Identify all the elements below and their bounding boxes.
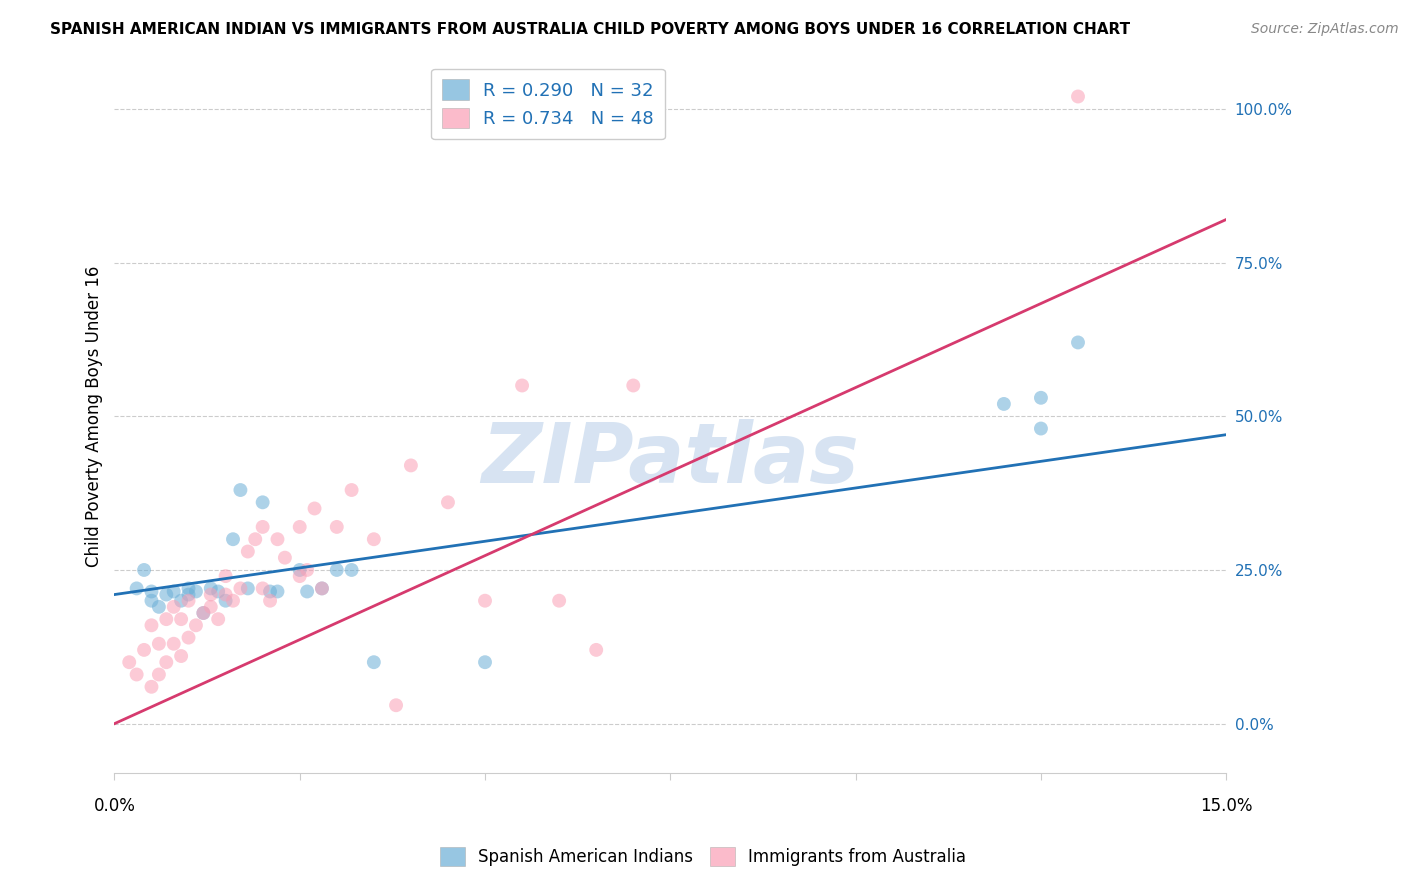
Point bbox=[1029, 391, 1052, 405]
Point bbox=[510, 378, 533, 392]
Point bbox=[245, 533, 267, 547]
Point bbox=[207, 612, 229, 626]
Point bbox=[148, 599, 170, 614]
Point bbox=[259, 584, 281, 599]
Point bbox=[155, 655, 177, 669]
Point bbox=[437, 495, 460, 509]
Point bbox=[141, 680, 163, 694]
Point bbox=[548, 593, 571, 607]
Text: Source: ZipAtlas.com: Source: ZipAtlas.com bbox=[1251, 22, 1399, 37]
Point bbox=[311, 582, 333, 596]
Point bbox=[148, 667, 170, 681]
Point bbox=[288, 563, 311, 577]
Point bbox=[125, 582, 148, 596]
Point bbox=[155, 588, 177, 602]
Point bbox=[141, 584, 163, 599]
Point bbox=[118, 655, 141, 669]
Point bbox=[474, 655, 496, 669]
Point bbox=[340, 483, 363, 497]
Point bbox=[200, 599, 222, 614]
Point bbox=[252, 582, 274, 596]
Point bbox=[170, 648, 193, 663]
Point bbox=[326, 520, 349, 534]
Point bbox=[184, 618, 207, 632]
Point bbox=[200, 582, 222, 596]
Point bbox=[170, 593, 193, 607]
Text: 15.0%: 15.0% bbox=[1199, 797, 1253, 815]
Point bbox=[621, 378, 644, 392]
Point bbox=[236, 544, 259, 558]
Text: ZIPatlas: ZIPatlas bbox=[481, 418, 859, 500]
Point bbox=[585, 643, 607, 657]
Point bbox=[184, 584, 207, 599]
Point bbox=[132, 643, 155, 657]
Point bbox=[229, 582, 252, 596]
Point bbox=[207, 584, 229, 599]
Point bbox=[155, 612, 177, 626]
Legend: Spanish American Indians, Immigrants from Australia: Spanish American Indians, Immigrants fro… bbox=[432, 838, 974, 875]
Point bbox=[222, 593, 245, 607]
Point bbox=[259, 593, 281, 607]
Point bbox=[214, 588, 236, 602]
Point bbox=[229, 483, 252, 497]
Point bbox=[363, 533, 385, 547]
Point bbox=[141, 618, 163, 632]
Point bbox=[177, 631, 200, 645]
Point bbox=[170, 612, 193, 626]
Point bbox=[1067, 89, 1090, 103]
Point bbox=[993, 397, 1015, 411]
Point bbox=[1067, 335, 1090, 350]
Point bbox=[177, 582, 200, 596]
Point bbox=[163, 599, 186, 614]
Point bbox=[132, 563, 155, 577]
Point bbox=[177, 593, 200, 607]
Point bbox=[385, 698, 408, 713]
Point bbox=[311, 582, 333, 596]
Point bbox=[200, 588, 222, 602]
Point bbox=[340, 563, 363, 577]
Text: 0.0%: 0.0% bbox=[93, 797, 135, 815]
Point bbox=[288, 520, 311, 534]
Point bbox=[125, 667, 148, 681]
Point bbox=[399, 458, 422, 473]
Point bbox=[141, 593, 163, 607]
Point bbox=[163, 584, 186, 599]
Point bbox=[214, 593, 236, 607]
Point bbox=[295, 563, 318, 577]
Point bbox=[163, 637, 186, 651]
Point bbox=[295, 584, 318, 599]
Legend: R = 0.290   N = 32, R = 0.734   N = 48: R = 0.290 N = 32, R = 0.734 N = 48 bbox=[432, 69, 665, 139]
Point bbox=[236, 582, 259, 596]
Point bbox=[252, 495, 274, 509]
Point bbox=[148, 637, 170, 651]
Point bbox=[274, 550, 297, 565]
Text: SPANISH AMERICAN INDIAN VS IMMIGRANTS FROM AUSTRALIA CHILD POVERTY AMONG BOYS UN: SPANISH AMERICAN INDIAN VS IMMIGRANTS FR… bbox=[51, 22, 1130, 37]
Point bbox=[266, 584, 288, 599]
Point bbox=[252, 520, 274, 534]
Y-axis label: Child Poverty Among Boys Under 16: Child Poverty Among Boys Under 16 bbox=[86, 266, 103, 567]
Point bbox=[266, 533, 288, 547]
Point bbox=[193, 606, 215, 620]
Point bbox=[288, 569, 311, 583]
Point bbox=[193, 606, 215, 620]
Point bbox=[363, 655, 385, 669]
Point bbox=[474, 593, 496, 607]
Point bbox=[1029, 421, 1052, 435]
Point bbox=[304, 501, 326, 516]
Point bbox=[326, 563, 349, 577]
Point bbox=[214, 569, 236, 583]
Point bbox=[177, 588, 200, 602]
Point bbox=[222, 533, 245, 547]
